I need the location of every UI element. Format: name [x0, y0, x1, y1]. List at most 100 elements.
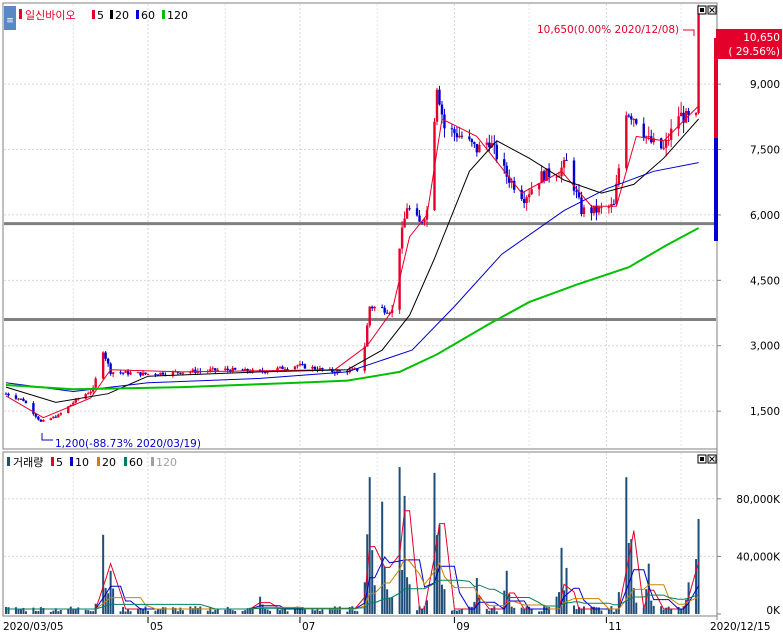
volume-bar: [171, 607, 174, 614]
price-panel-frame: [2, 2, 718, 450]
candle-body: [243, 369, 247, 371]
volume-legend-label: 120: [156, 456, 177, 469]
volume-bar: [563, 590, 566, 614]
volume-bar: [627, 542, 630, 614]
panel-toggle-icon[interactable]: [4, 6, 16, 30]
current-change-label: ( 29.56%): [728, 46, 780, 58]
candle-body: [34, 413, 38, 417]
volume-bar: [139, 608, 142, 614]
candle-body: [607, 206, 611, 208]
volume-bar: [530, 609, 533, 614]
volume-bar: [475, 578, 478, 614]
volume-bar: [321, 609, 324, 614]
volume-bar: [284, 608, 287, 614]
volume-bar: [209, 607, 212, 614]
volume-bar: [161, 607, 164, 614]
candle-body: [572, 160, 576, 191]
volume-bar: [32, 607, 35, 614]
candle-body: [542, 171, 546, 181]
volume-bar: [406, 577, 409, 614]
candle-body: [39, 419, 43, 422]
candle-body: [403, 218, 406, 228]
volume-bar: [89, 611, 92, 614]
candle-body: [562, 159, 566, 168]
candle-body: [49, 418, 53, 421]
candle-body: [443, 114, 446, 129]
candle-body: [580, 197, 583, 215]
volume-bar: [199, 606, 202, 614]
volume-bar: [520, 607, 523, 614]
candle-body: [490, 143, 493, 148]
volume-bar: [670, 608, 673, 614]
volume-bar: [455, 610, 458, 614]
candle-body: [380, 306, 384, 308]
volume-bar: [311, 608, 314, 614]
candle-body: [24, 401, 28, 404]
candle-body: [478, 144, 481, 153]
candle-body: [420, 221, 424, 223]
candle-body: [19, 398, 23, 400]
volume-bar: [525, 606, 528, 614]
volume-bar: [513, 607, 516, 614]
candle-body: [530, 189, 533, 195]
candle-body: [94, 378, 97, 388]
volume-bar: [600, 610, 603, 614]
ma-legend-label: 5: [97, 9, 104, 22]
volume-bar: [635, 602, 638, 614]
high-annotation-arrow: [683, 29, 695, 36]
volume-bar: [316, 609, 319, 614]
volume-bar: [416, 610, 419, 614]
candle-body: [582, 207, 586, 215]
candle-body: [101, 352, 105, 379]
volume-bar: [383, 566, 386, 614]
candle-body: [126, 371, 130, 375]
candle-body: [495, 144, 498, 160]
candle-body: [645, 136, 648, 138]
volume-bar: [381, 501, 384, 614]
volume-bar: [241, 611, 244, 614]
horizontal-lines: [4, 222, 716, 322]
candle-body: [450, 128, 454, 130]
candle-body: [600, 207, 603, 209]
candle-body: [14, 395, 18, 399]
ma-line-120: [5, 227, 700, 391]
candle-body: [687, 110, 690, 115]
close-icon-glyph: [709, 7, 715, 13]
candle-body: [575, 190, 578, 192]
candle-body: [652, 138, 655, 143]
candle-body: [144, 372, 147, 375]
candle-body: [233, 368, 237, 370]
candle-body: [520, 189, 523, 199]
candle-body: [545, 168, 548, 181]
volume-bar: [346, 611, 349, 614]
volume-bar: [408, 584, 411, 614]
candle-body: [4, 393, 8, 395]
volume-bar: [575, 609, 578, 614]
volume-y-ticks: 80,000K 40,000K 0K: [717, 494, 781, 617]
candle-body: [565, 159, 568, 161]
candle-body: [610, 204, 613, 207]
candle-body: [109, 363, 112, 374]
candle-body: [336, 370, 339, 374]
candle-body: [89, 391, 92, 394]
candle-body: [667, 139, 670, 141]
volume-bar: [421, 609, 424, 614]
volume-bar: [677, 606, 680, 614]
volume-ma-line: [6, 579, 699, 610]
volume-bar: [59, 610, 62, 614]
volume-bar: [24, 611, 27, 614]
candle-body: [57, 414, 60, 418]
candle-body: [697, 6, 700, 114]
volume-bar: [19, 608, 22, 614]
volume-bar: [119, 611, 122, 614]
candle-body: [258, 369, 262, 371]
volume-bar: [298, 609, 301, 614]
candle-body: [627, 115, 631, 117]
ma-legend-label: 20: [115, 9, 129, 22]
candle-body: [385, 312, 389, 314]
volume-bar: [52, 610, 55, 614]
volume-bar: [356, 611, 359, 614]
volume-legend-marker: [7, 457, 10, 466]
volume-bar: [592, 606, 595, 614]
candle-body: [475, 143, 479, 153]
